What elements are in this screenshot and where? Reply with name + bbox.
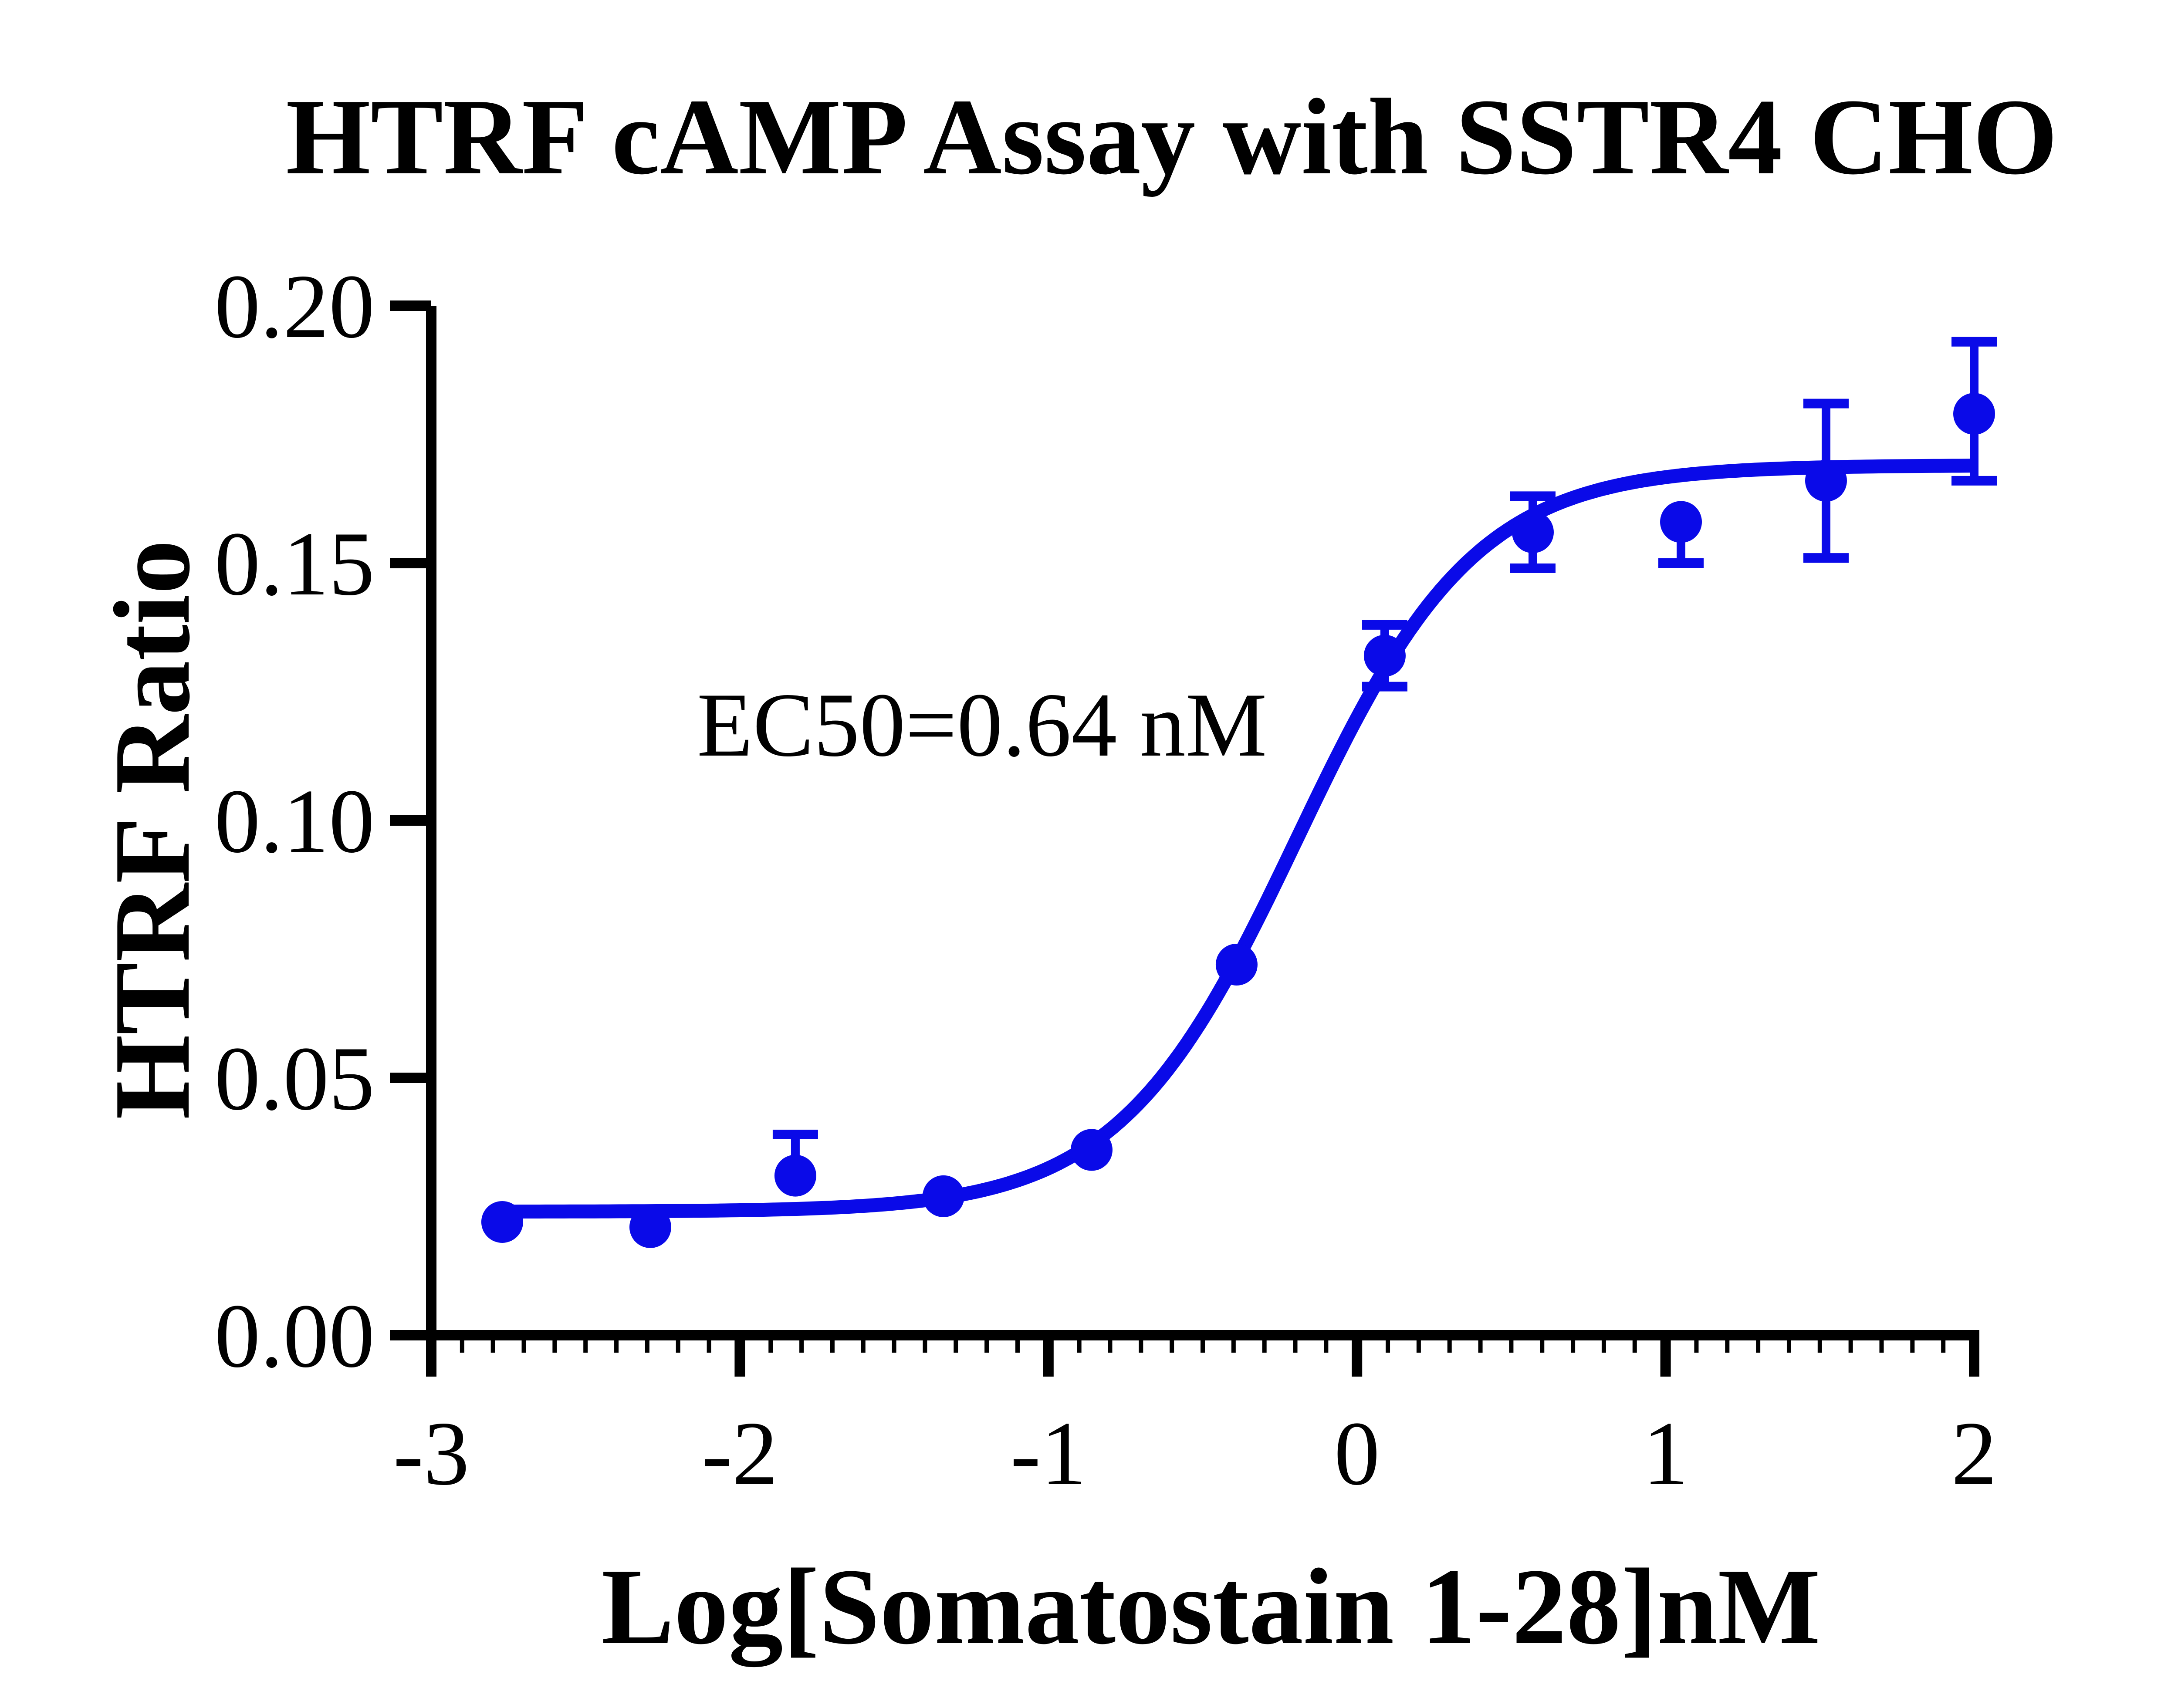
data-point-marker <box>1070 1129 1113 1171</box>
data-point-marker <box>774 1154 816 1197</box>
data-point-marker <box>1805 459 1847 502</box>
x-tick-label: -2 <box>702 1403 778 1504</box>
x-tick-label: -3 <box>393 1403 470 1504</box>
x-tick-label: -1 <box>1010 1403 1086 1504</box>
y-tick-label: 0.05 <box>215 1028 375 1129</box>
x-tick-label: 1 <box>1643 1403 1688 1504</box>
data-point-marker <box>1215 943 1258 986</box>
fit-curve <box>495 459 1978 1219</box>
data-point-marker <box>629 1206 671 1248</box>
chart-title: HTRF cAMP Assay with SSTR4 CHO <box>286 77 2058 197</box>
data-point-marker <box>922 1175 964 1217</box>
x-tick-label: 0 <box>1334 1403 1380 1504</box>
data-point-marker <box>1953 393 1995 435</box>
data-point-marker <box>1512 511 1554 554</box>
data-point-marker <box>1660 501 1702 543</box>
y-tick-label: 0.15 <box>215 513 375 614</box>
data-point-marker <box>1363 635 1406 677</box>
x-tick-label: 2 <box>1951 1403 1997 1504</box>
y-tick-label: 0.10 <box>215 771 375 872</box>
ec50-annotation: EC50=0.64 nM <box>697 675 1267 776</box>
data-point-marker <box>481 1201 523 1243</box>
y-tick-label: 0.20 <box>215 256 375 357</box>
y-tick-label: 0.00 <box>215 1286 375 1387</box>
y-axis-title: HTRF Ratio <box>92 540 213 1120</box>
x-axis-title: Log[Somatostain 1-28]nM <box>601 1546 1821 1667</box>
